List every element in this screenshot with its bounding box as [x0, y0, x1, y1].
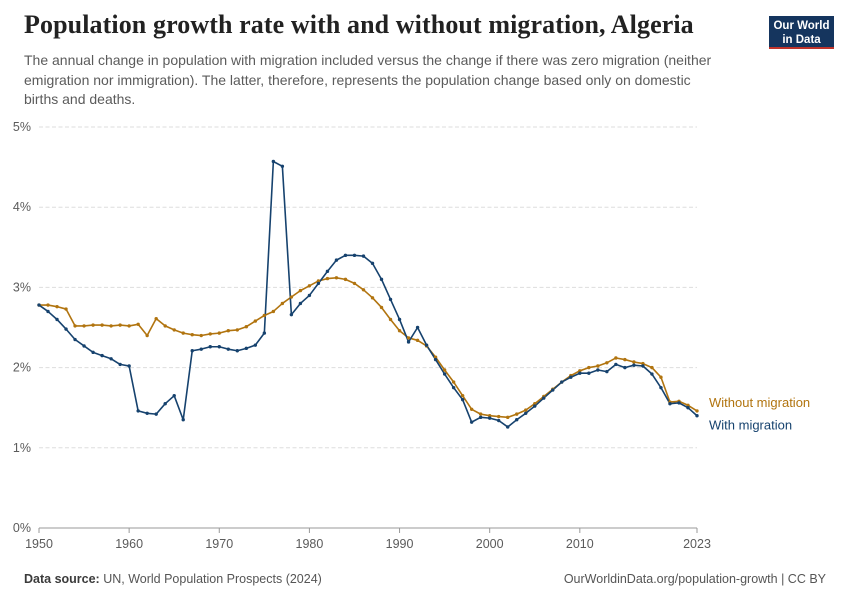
svg-text:1970: 1970 [205, 537, 233, 551]
svg-text:2010: 2010 [566, 537, 594, 551]
svg-text:4%: 4% [13, 200, 31, 214]
svg-text:2000: 2000 [476, 537, 504, 551]
svg-text:1980: 1980 [296, 537, 324, 551]
svg-text:0%: 0% [13, 521, 31, 535]
svg-text:Without migration: Without migration [709, 395, 810, 410]
svg-text:1%: 1% [13, 441, 31, 455]
svg-text:2%: 2% [13, 361, 31, 375]
svg-text:5%: 5% [13, 120, 31, 134]
svg-text:3%: 3% [13, 280, 31, 294]
svg-text:2023: 2023 [683, 537, 711, 551]
svg-text:With migration: With migration [709, 418, 792, 433]
svg-text:1960: 1960 [115, 537, 143, 551]
svg-text:1950: 1950 [25, 537, 53, 551]
svg-text:1990: 1990 [386, 537, 414, 551]
